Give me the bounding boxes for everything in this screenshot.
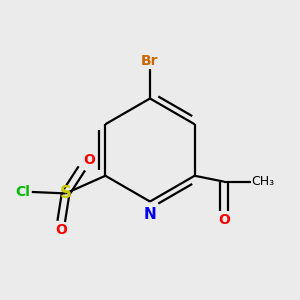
Text: S: S (60, 184, 72, 202)
Text: O: O (83, 153, 95, 167)
Text: CH₃: CH₃ (251, 175, 274, 188)
Text: N: N (144, 207, 156, 222)
Text: O: O (218, 213, 230, 226)
Text: Br: Br (141, 54, 159, 68)
Text: Cl: Cl (15, 185, 30, 199)
Text: O: O (55, 223, 67, 237)
